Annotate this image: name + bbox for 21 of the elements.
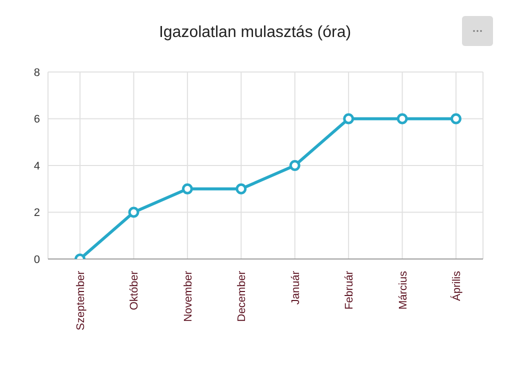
x-tick-label: Április	[450, 270, 463, 301]
chart-title: Igazolatlan mulasztás (óra)	[158, 24, 352, 42]
point	[128, 206, 140, 218]
point	[182, 183, 193, 194]
x-tick-label: Szeptember	[75, 270, 87, 330]
x-tick-label: Október	[128, 270, 141, 310]
y-tick-label: 6	[34, 114, 40, 126]
point	[396, 113, 408, 124]
x-tick-label: Február	[344, 270, 356, 310]
x-tick-label: Január	[290, 270, 302, 305]
point	[450, 113, 462, 124]
y-tick-label: 4	[34, 160, 40, 172]
point	[343, 113, 354, 124]
y-tick-label: 2	[34, 207, 40, 220]
point	[236, 183, 247, 194]
y-tick-label: 0	[34, 254, 40, 266]
point	[289, 160, 300, 171]
x-tick-label: December	[236, 270, 248, 322]
y-tick-label: 8	[34, 66, 40, 79]
x-tick-label: Március	[397, 270, 410, 310]
x-tick-label: November	[182, 270, 194, 322]
